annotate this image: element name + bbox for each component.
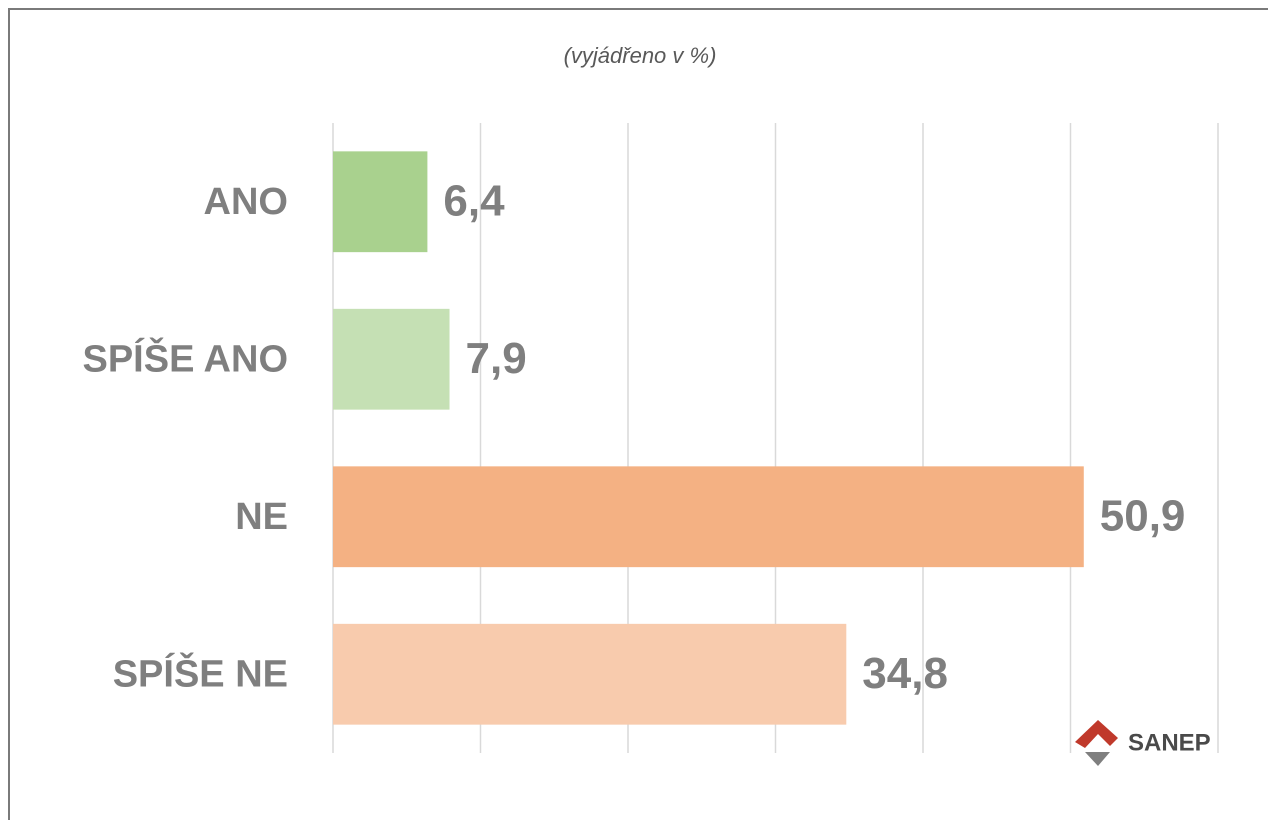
frame <box>8 8 1268 820</box>
logo-mark <box>1085 752 1110 766</box>
bar <box>333 623 847 725</box>
logo: SANEP <box>1075 720 1211 766</box>
chart-subtitle: (vyjádřeno v %) <box>564 43 717 68</box>
value-label: 6,4 <box>443 176 505 225</box>
bar <box>333 151 428 253</box>
value-label: 7,9 <box>466 334 527 383</box>
logo-mark <box>1075 720 1118 748</box>
logo-text: SANEP <box>1128 729 1211 756</box>
y-tick-label: SPÍŠE NE <box>113 650 288 695</box>
y-tick-label: ANO <box>204 181 288 223</box>
y-tick-label: NE <box>235 496 288 538</box>
bar <box>333 308 450 410</box>
bar <box>333 466 1084 568</box>
y-tick-label: SPÍŠE ANO <box>82 335 288 380</box>
value-label: 34,8 <box>862 649 948 698</box>
value-label: 50,9 <box>1100 491 1186 540</box>
